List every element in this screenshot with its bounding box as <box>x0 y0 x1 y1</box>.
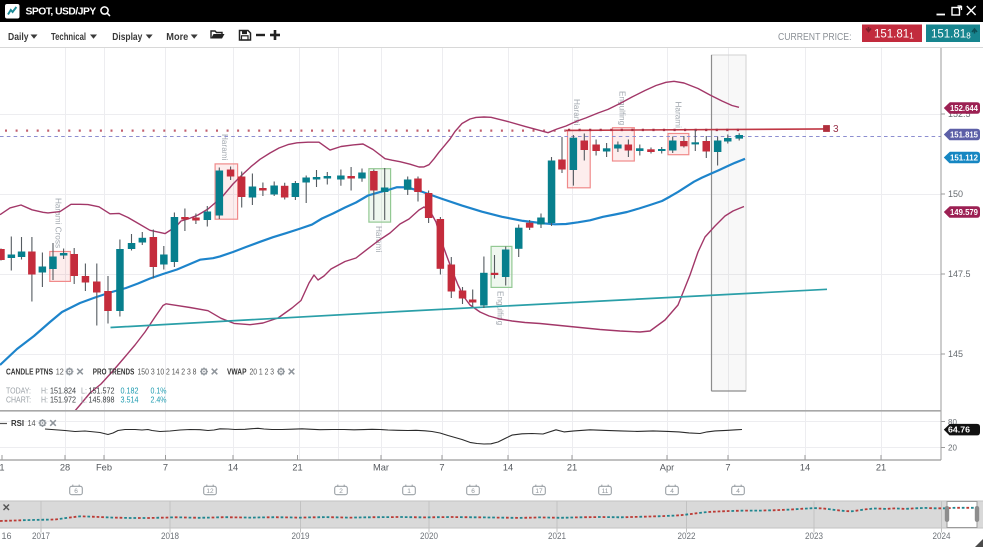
svg-text:VWAP: VWAP <box>227 367 247 377</box>
svg-text:6: 6 <box>74 488 78 495</box>
svg-text:16: 16 <box>2 531 12 541</box>
svg-text:PRO TRENDS: PRO TRENDS <box>93 367 135 377</box>
svg-text:Harami: Harami <box>572 99 581 126</box>
svg-text:L:: L: <box>81 395 87 405</box>
svg-text:2023: 2023 <box>805 531 823 541</box>
svg-text:2021: 2021 <box>548 531 566 541</box>
svg-text:80: 80 <box>948 418 957 427</box>
svg-text:2018: 2018 <box>161 531 179 541</box>
svg-text:7: 7 <box>725 463 730 473</box>
svg-text:2017: 2017 <box>32 531 50 541</box>
svg-text:Harami Cross: Harami Cross <box>54 198 63 248</box>
svg-text:145: 145 <box>948 349 963 359</box>
svg-text:2: 2 <box>339 488 343 495</box>
svg-text:21: 21 <box>567 463 577 473</box>
svg-text:149.579: 149.579 <box>950 208 978 217</box>
svg-text:11: 11 <box>602 488 609 495</box>
svg-text:2.4%: 2.4% <box>151 395 167 405</box>
svg-text:145.898: 145.898 <box>89 395 115 405</box>
svg-text:4: 4 <box>736 488 740 495</box>
svg-text:CURRENT PRICE:: CURRENT PRICE: <box>778 32 852 43</box>
svg-text:2020: 2020 <box>420 531 438 541</box>
svg-text:150 3 10 2 14 2 3 8: 150 3 10 2 14 2 3 8 <box>138 367 197 377</box>
svg-text:1: 1 <box>407 488 411 495</box>
svg-text:More: More <box>166 31 188 43</box>
svg-text:20: 20 <box>948 444 957 453</box>
svg-text:2022: 2022 <box>678 531 696 541</box>
svg-text:3.514: 3.514 <box>121 395 139 405</box>
svg-text:4: 4 <box>670 488 674 495</box>
svg-text:CANDLE PTNS: CANDLE PTNS <box>6 367 53 377</box>
svg-text:Harami: Harami <box>674 102 683 129</box>
svg-text:150: 150 <box>948 189 963 199</box>
svg-text:Technical: Technical <box>51 31 86 43</box>
svg-text:Engulfing: Engulfing <box>618 91 627 126</box>
svg-text:12: 12 <box>206 488 214 495</box>
svg-text:7: 7 <box>163 463 168 473</box>
svg-text:6: 6 <box>471 488 475 495</box>
svg-text:17: 17 <box>535 488 543 495</box>
svg-text:14: 14 <box>228 463 238 473</box>
svg-text:H:: H: <box>41 386 48 396</box>
svg-text:14: 14 <box>503 463 513 473</box>
svg-text:28: 28 <box>60 463 70 473</box>
svg-text:Display: Display <box>112 31 142 43</box>
svg-text:L:: L: <box>81 386 87 396</box>
svg-text:Harami: Harami <box>220 134 229 161</box>
svg-text:152.644: 152.644 <box>950 104 978 113</box>
svg-text:2024: 2024 <box>933 531 951 541</box>
svg-text:12: 12 <box>56 367 64 377</box>
svg-text:20 1 2 3: 20 1 2 3 <box>250 367 275 377</box>
svg-text:TODAY:: TODAY: <box>6 386 31 396</box>
svg-text:14: 14 <box>800 463 810 473</box>
svg-text:Harami: Harami <box>374 226 383 253</box>
svg-text:RSI: RSI <box>11 418 24 428</box>
svg-text:64.76: 64.76 <box>948 426 970 435</box>
svg-text:Feb: Feb <box>96 463 112 473</box>
svg-text:151.824: 151.824 <box>50 386 76 396</box>
svg-text:Mar: Mar <box>373 463 389 473</box>
svg-text:Engulfing: Engulfing <box>496 291 505 326</box>
svg-text:152.5: 152.5 <box>948 109 971 119</box>
svg-text:0.182: 0.182 <box>121 386 139 396</box>
svg-text:7: 7 <box>439 463 444 473</box>
svg-text:SPOT, USD/JPY: SPOT, USD/JPY <box>26 7 97 18</box>
svg-text:151.815: 151.815 <box>950 131 978 140</box>
svg-text:0.1%: 0.1% <box>151 386 167 396</box>
svg-text:151.112: 151.112 <box>950 154 978 163</box>
svg-text:151.972: 151.972 <box>50 395 76 405</box>
svg-text:2019: 2019 <box>292 531 310 541</box>
svg-text:151.818: 151.818 <box>931 29 971 41</box>
svg-text:151.572: 151.572 <box>89 386 115 396</box>
svg-text:151.811: 151.811 <box>874 29 914 41</box>
svg-text:1: 1 <box>0 463 5 473</box>
svg-text:H:: H: <box>41 395 48 405</box>
svg-text:3: 3 <box>833 124 839 135</box>
svg-text:14: 14 <box>28 418 36 428</box>
svg-text:147.5: 147.5 <box>948 269 971 279</box>
svg-text:21: 21 <box>292 463 302 473</box>
svg-text:21: 21 <box>876 463 886 473</box>
svg-text:Daily: Daily <box>8 31 29 43</box>
svg-text:CHART:: CHART: <box>6 395 31 405</box>
svg-text:Apr: Apr <box>660 463 674 473</box>
